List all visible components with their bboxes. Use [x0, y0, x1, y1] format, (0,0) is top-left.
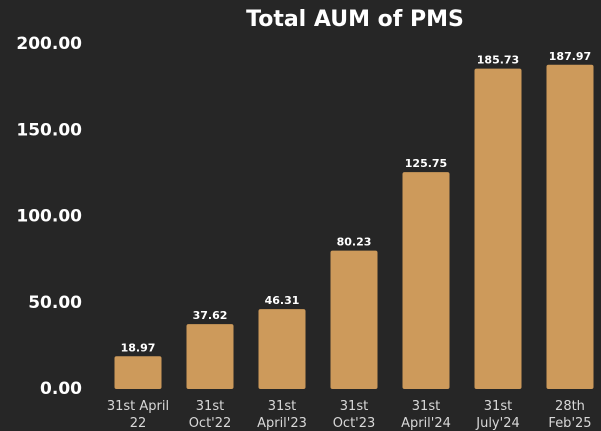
y-tick-label: 0.00: [40, 379, 82, 399]
y-tick-label: 150.00: [16, 120, 82, 140]
bar: [330, 250, 378, 389]
value-label: 37.62: [193, 309, 228, 322]
value-label: 185.73: [477, 54, 519, 67]
x-tick-label: 31st July'24: [476, 399, 520, 431]
value-label: 80.23: [337, 236, 372, 249]
value-label: 46.31: [265, 294, 300, 307]
y-tick-label: 200.00: [16, 34, 82, 54]
bar: [186, 324, 234, 389]
x-tick-label: 31st April'23: [257, 399, 307, 431]
y-tick-label: 100.00: [16, 207, 82, 227]
x-tick-label: 31st Oct'22: [188, 399, 232, 431]
chart-title: Total AUM of PMS: [246, 7, 464, 32]
value-label: 125.75: [405, 157, 447, 170]
bar: [258, 309, 306, 389]
x-tick-label: 31st Oct'23: [332, 399, 376, 431]
y-tick-label: 50.00: [28, 293, 82, 313]
bar: [114, 356, 162, 389]
value-label: 187.97: [549, 50, 591, 63]
x-tick-label: 28th Feb'25: [548, 399, 592, 431]
bar: [402, 172, 450, 389]
x-tick-label: 31st April 22: [106, 399, 170, 431]
bar: [546, 64, 594, 390]
bar: [474, 68, 522, 389]
x-tick-label: 31st April'24: [401, 399, 451, 431]
value-label: 18.97: [121, 341, 156, 354]
